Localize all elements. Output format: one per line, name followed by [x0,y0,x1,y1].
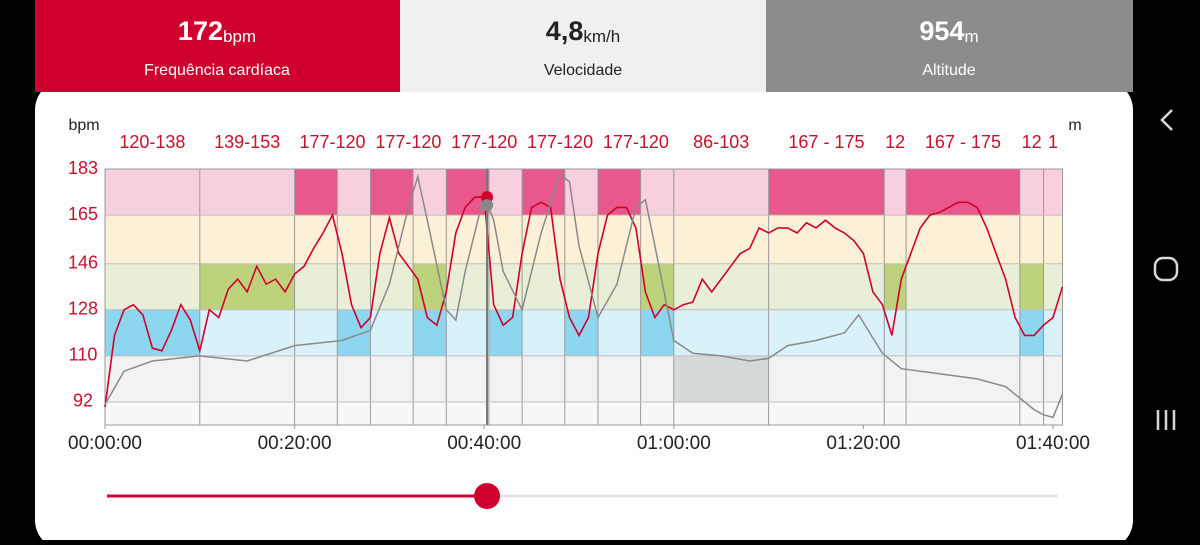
y-tick-label: 183 [68,158,98,178]
zone-band [105,355,1063,402]
segment-label: 177-120 [603,132,669,152]
y-tick-label: 128 [68,299,98,319]
x-tick-label: 00:00:00 [68,433,142,454]
zone-band [105,169,1063,216]
segment-label: 139-153 [214,132,280,152]
y-tick-label: 110 [69,345,98,365]
tab-speed[interactable] [400,0,766,92]
zone-active [294,169,338,216]
segment-label: 177-120 [299,132,365,152]
unit: m [964,27,978,46]
zone-active [673,355,769,402]
y-tick-label: 165 [68,204,98,224]
tab-value: 954m [919,16,978,46]
x-tick-label: 01:40:00 [1016,433,1090,454]
zone-band [105,401,1063,425]
y-axis-label: bpm [68,117,99,134]
zone-active [640,309,674,356]
segment-label: 177-120 [527,132,593,152]
hr-line [104,196,1064,408]
zone-active [640,263,674,310]
zone-active [413,309,447,356]
tab-altitude[interactable] [766,0,1133,92]
segment-label: 1 [1048,132,1058,152]
y2-axis-label: m [1068,117,1081,134]
nav-home[interactable] [1153,256,1179,282]
tab-value: 4,8km/h [546,16,620,46]
zone-active [1019,309,1044,356]
tab-label: Frequência cardíaca [144,62,290,79]
segment-label: 120-138 [119,132,185,152]
zone-active [522,169,565,216]
x-tick-label: 01:20:00 [826,433,900,454]
value: 954 [919,16,964,46]
segment-label: 177-120 [375,132,441,152]
slider-knob[interactable] [474,483,501,509]
y-tick-label: 146 [68,252,98,272]
segment-label: 167 - 175 [925,132,1001,152]
zone-active [370,169,414,216]
zone-active [199,263,295,310]
x-tick-label: 00:40:00 [447,433,521,454]
unit: bpm [223,27,256,46]
tab-value: 172bpm [178,16,256,46]
segment-label: 86-103 [693,132,749,152]
y-tick-label: 92 [73,391,93,411]
segment-label: 167 - 175 [788,132,864,152]
tab-label: Altitude [922,62,975,79]
plot-frame [104,168,1063,426]
x-tick-label: 01:00:00 [637,433,711,454]
tab-hr-fill [35,40,135,92]
value: 4,8 [546,16,584,46]
segment-label: 177-120 [451,132,517,152]
unit: km/h [583,27,620,46]
value: 172 [178,16,223,46]
segment-label: 12 [1022,132,1042,152]
nav-back[interactable] [1160,109,1173,131]
zone-active [884,263,907,310]
nav-bar [1153,109,1179,430]
zone-active [1019,263,1044,310]
zone-active [768,169,885,216]
altitude-line [104,172,1064,419]
tab-label: Velocidade [544,62,622,79]
nav-recent[interactable] [1156,410,1176,430]
segment-label: 12 [885,132,905,152]
x-tick-label: 00:20:00 [258,433,332,454]
zone-band [105,215,1063,264]
zone-active [906,169,1020,216]
altitude-dot [481,199,494,212]
zone-active [488,309,523,356]
